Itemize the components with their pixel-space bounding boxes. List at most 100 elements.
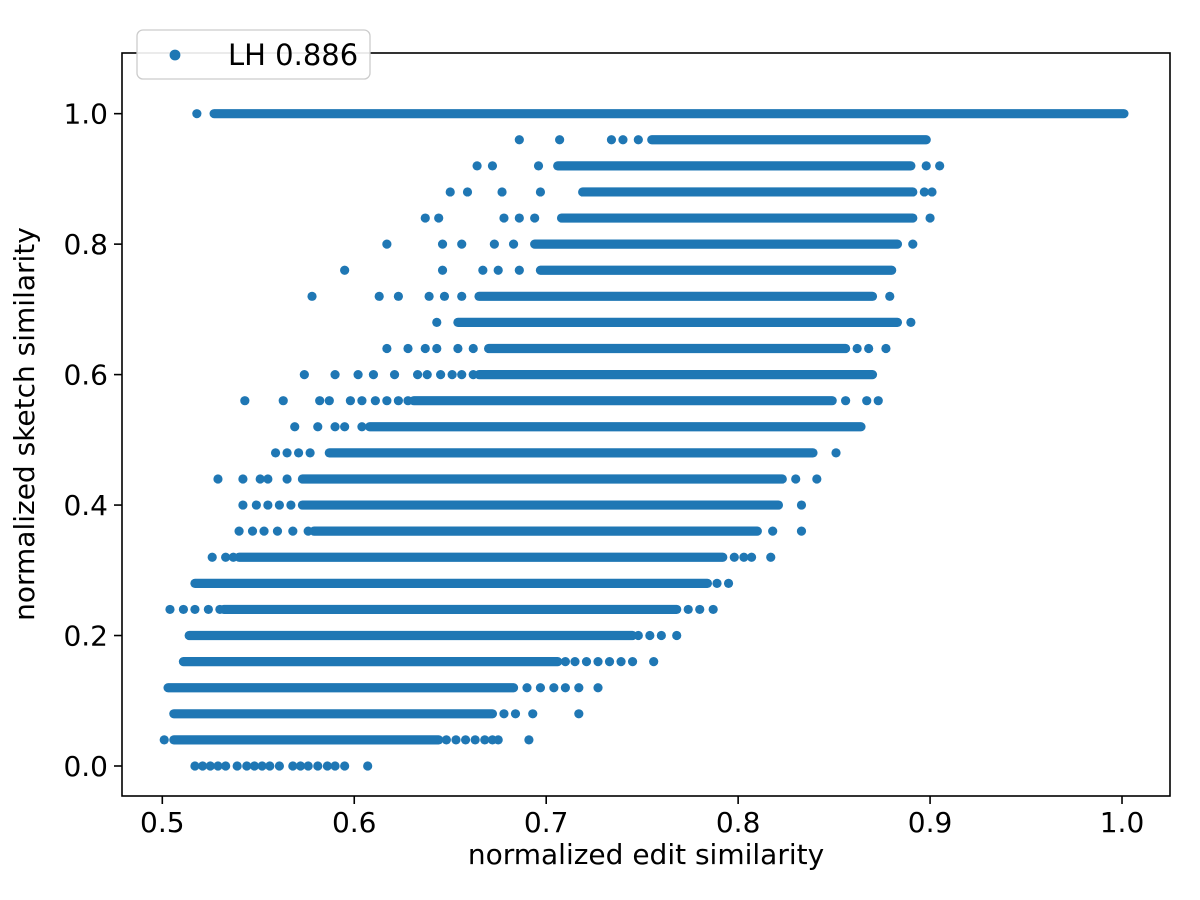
scatter-dot [295, 761, 306, 771]
scatter-dot [403, 343, 413, 354]
scatter-dot [247, 526, 258, 536]
scatter-dot [445, 187, 455, 197]
scatter-dot [593, 683, 603, 693]
scatter-dot [489, 239, 499, 249]
scatter-dot [282, 448, 292, 458]
scatter-dot [313, 761, 323, 771]
scatter-dot [604, 657, 615, 667]
scatter-dot [437, 265, 448, 275]
scatter-dot [906, 317, 916, 328]
scatter-dot [672, 630, 682, 641]
scatter-dot [468, 343, 478, 354]
scatter-dot [215, 604, 225, 615]
scatter-dot [935, 161, 945, 171]
scatter-dot [303, 526, 313, 536]
scatter-dot [649, 657, 659, 667]
scatter-dot [263, 474, 273, 484]
y-axis-ticks: 0.0 0.2 0.4 0.6 0.8 1.0 [63, 98, 122, 783]
scatter-dot [357, 422, 367, 432]
scatter-dot [432, 343, 442, 354]
scatter-dot [852, 343, 862, 354]
legend: LH 0.886 [136, 29, 371, 80]
scatter-dot [382, 239, 392, 249]
scatter-dot [198, 761, 208, 771]
scatter-dot [370, 396, 380, 406]
scatter-dot [293, 448, 304, 458]
scatter-dot [645, 630, 655, 641]
scatter-dot [633, 135, 643, 145]
scatter-dot [282, 474, 292, 484]
scatter-dot [656, 630, 666, 641]
scatter-dot [862, 396, 872, 406]
scatter-dot [535, 187, 546, 197]
scatter-dot [885, 291, 895, 301]
scatter-dot [460, 735, 471, 745]
scatter-dot [493, 265, 503, 275]
y-tick-label: 0.2 [63, 620, 108, 653]
scatter-dot [616, 657, 626, 667]
scatter-dot [340, 761, 350, 771]
scatter-dot [305, 448, 315, 458]
scatter-dot [549, 683, 559, 693]
scatter-dot [457, 369, 467, 380]
scatter-dot [873, 396, 883, 406]
scatter-dot [478, 265, 488, 275]
scatter-dot [357, 396, 367, 406]
scatter-dot [207, 552, 217, 562]
scatter-dot [234, 526, 244, 536]
scatter-dot [238, 500, 248, 510]
scatter-dot [272, 526, 283, 536]
scatter-dot [322, 761, 332, 771]
scatter-dot [382, 343, 392, 354]
scatter-dot [259, 526, 269, 536]
scatter-dot [278, 396, 288, 406]
scatter-dot [221, 552, 231, 562]
scatter-dot [439, 291, 450, 301]
scatter-dot [925, 213, 935, 223]
scatter-dot [178, 604, 189, 615]
scatter-dot [683, 604, 693, 615]
scatter-dot [190, 604, 200, 615]
scatter-dot [497, 187, 507, 197]
scatter-dot [508, 239, 519, 249]
scatter-dot [457, 291, 467, 301]
scatter-dot [393, 291, 403, 301]
scatter-dot [487, 161, 498, 171]
scatter-dot [472, 161, 482, 171]
scatter-dot [831, 448, 841, 458]
y-tick-label: 1.0 [63, 98, 108, 131]
scatter-dot [165, 604, 175, 615]
scatter-dot [213, 474, 223, 484]
series-layer [159, 109, 1129, 771]
scatter-dot [393, 396, 403, 406]
scatter-dot [228, 552, 238, 562]
scatter-dot [447, 369, 457, 380]
x-tick-label: 0.8 [716, 806, 761, 839]
y-tick-label: 0.4 [63, 489, 108, 522]
scatter-dot [514, 135, 524, 145]
scatter-dot [606, 135, 617, 145]
scatter-dot [510, 709, 521, 719]
scatter-dot [560, 657, 570, 667]
scatter-dot [422, 369, 432, 380]
scatter-dot [265, 761, 275, 771]
scatter-dot [919, 187, 929, 197]
scatter-dot [257, 761, 267, 771]
legend-label: LH 0.886 [228, 38, 358, 72]
scatter-dot [796, 526, 807, 536]
scatter-dot [570, 657, 580, 667]
scatter-dot [864, 343, 874, 354]
scatter-dot [263, 500, 273, 510]
scatter-dot [288, 526, 298, 536]
scatter-dot [468, 369, 478, 380]
scatter-dot [382, 396, 392, 406]
scatter-dot [192, 109, 202, 119]
scatter-dot [434, 213, 444, 223]
scatter-dot [533, 161, 544, 171]
scatter-dot [480, 735, 490, 745]
scatter-dot [240, 396, 250, 406]
y-tick-label: 0.0 [63, 750, 108, 783]
scatter-dot [274, 761, 284, 771]
scatter-dot [499, 709, 509, 719]
scatter-dot [436, 369, 446, 380]
